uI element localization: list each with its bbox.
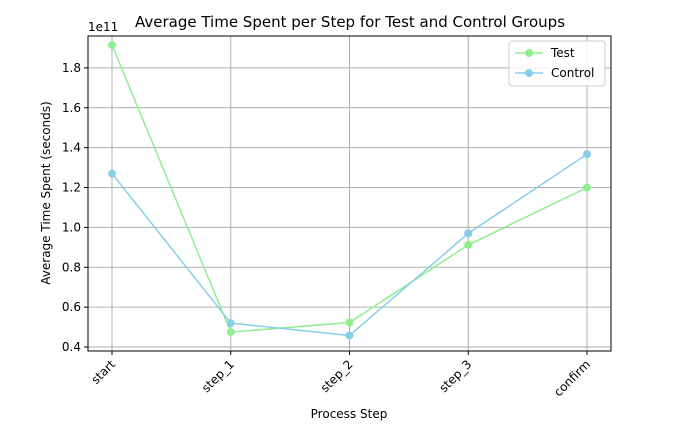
x-tick-label-step-2: step_2 bbox=[318, 357, 356, 395]
y-tick-label: 0.8 bbox=[62, 260, 81, 274]
data-point-control-step-3 bbox=[464, 229, 473, 238]
legend-label-control: Control bbox=[551, 66, 594, 80]
y-axis-title: Average Time Spent (seconds) bbox=[39, 101, 53, 284]
series-layer bbox=[108, 40, 591, 340]
x-axis: start step_1 step_2 step_3 confirm bbox=[88, 351, 593, 399]
data-point-control-start bbox=[108, 169, 116, 178]
y-scale-label: 1e11 bbox=[88, 20, 118, 34]
grid bbox=[88, 36, 611, 351]
legend-marker-control bbox=[525, 69, 533, 77]
data-point-control-step-1 bbox=[226, 319, 235, 328]
data-point-test-start bbox=[108, 40, 116, 49]
legend-label-test: Test bbox=[550, 46, 575, 60]
y-tick-label: 1.0 bbox=[62, 220, 81, 234]
chart-title: Average Time Spent per Step for Test and… bbox=[135, 13, 565, 31]
x-tick-label-step-3: step_3 bbox=[436, 357, 474, 395]
y-tick-label: 0.6 bbox=[62, 300, 81, 314]
y-tick-label: 1.6 bbox=[62, 101, 81, 115]
data-point-test-step-1 bbox=[226, 328, 235, 337]
data-point-control-confirm bbox=[583, 150, 591, 159]
y-tick-label: 1.4 bbox=[62, 141, 81, 155]
y-tick-label: 1.2 bbox=[62, 181, 81, 195]
x-axis-title: Process Step bbox=[311, 407, 388, 421]
x-tick-label-start: start bbox=[88, 357, 118, 387]
y-tick-label: 0.4 bbox=[62, 340, 81, 354]
x-tick-label-confirm: confirm bbox=[551, 357, 593, 399]
data-point-test-step-3 bbox=[464, 240, 473, 249]
legend: Test Control bbox=[508, 40, 606, 87]
data-point-test-confirm bbox=[583, 183, 591, 192]
data-point-test-step-2 bbox=[345, 318, 354, 327]
y-tick-label: 1.8 bbox=[62, 61, 81, 75]
x-tick-label-step-1: step_1 bbox=[199, 357, 237, 395]
data-point-control-step-2 bbox=[345, 331, 354, 340]
y-axis: 0.4 0.6 0.8 1.0 1.2 1.4 1.6 1.8 bbox=[62, 61, 88, 354]
legend-marker-test bbox=[525, 49, 533, 57]
